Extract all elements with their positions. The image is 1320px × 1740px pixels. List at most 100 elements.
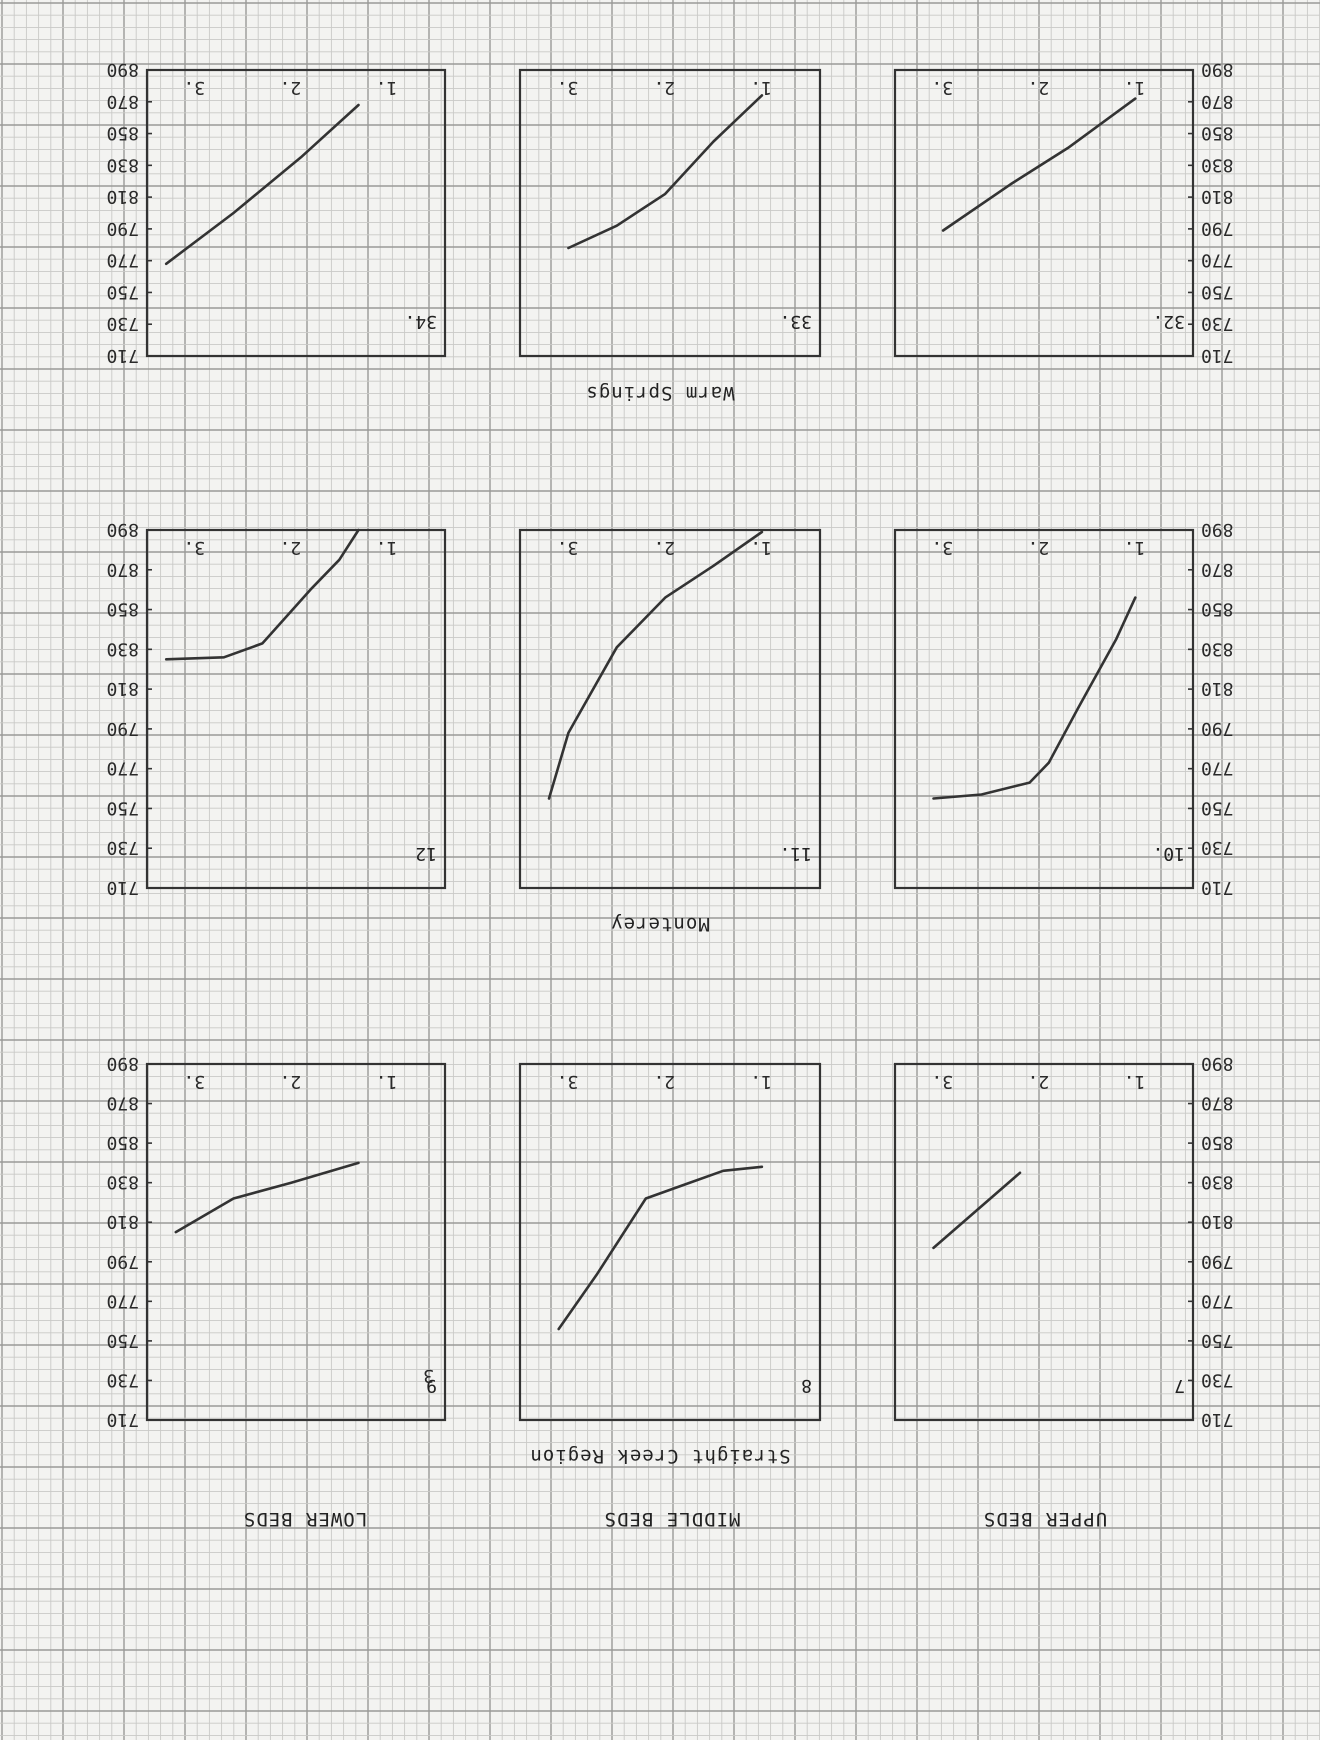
y-tick-label: 730 [106,837,139,858]
y-tick-label: 770 [1201,250,1234,271]
x-tick-label: 1. [376,537,398,558]
x-tick-label: 2. [653,77,675,98]
data-curve [164,103,360,266]
region-label-warm-springs: Warm Springs [585,382,734,404]
chart-panel: 1. 2. 3. 9 710 730 750 770 790 810 830 850 870 890 [106,1053,447,1430]
chart-panel: 1. 2. 3. 10. 710 730 750 770 790 810 830 850 870 890 [893,519,1234,898]
x-tick-label: 3. [931,537,953,558]
panel-frame [893,68,1195,358]
chart-panel: 1. 2. 3. 34. 710 730 750 770 790 810 830 850 870 890 [106,59,447,366]
y-tick-label: 810 [1201,186,1234,207]
panel-number-label: 7 [1174,1375,1185,1396]
y-tick-label: 790 [106,718,139,739]
x-tick-label: 2. [1028,77,1050,98]
region-label-monterey: Monterey [610,913,710,935]
data-curve [567,94,764,250]
y-tick-label: 770 [106,250,139,271]
y-tick-label: 850 [1201,1132,1234,1153]
y-tick-label: 710 [106,345,139,366]
x-tick-label: 3. [557,77,579,98]
x-tick-label: 3. [557,537,579,558]
y-tick-label: 810 [106,1211,139,1232]
y-tick-label: 710 [1201,877,1234,898]
panel-frame [893,1062,1195,1422]
y-tick-label: 790 [106,218,139,239]
y-tick-label: 770 [1201,1290,1234,1311]
y-tick-label: 830 [1201,1172,1234,1193]
y-tick-label: 870 [106,559,139,580]
x-tick-label: 3. [557,1071,579,1092]
x-tick-label: 3. [931,1071,953,1092]
chart-panel: 1. 2. 3. 32. 710 730 750 770 790 810 830 850 870 890 [893,59,1234,366]
panel-number-label: 33. [779,311,812,332]
y-tick-label: 730 [1201,837,1234,858]
y-tick-label: 830 [106,638,139,659]
y-tick-label: 890 [106,519,139,540]
y-tick-label: 750 [106,797,139,818]
panel-frame [145,68,447,358]
data-curve [932,596,1137,800]
y-tick-label: 890 [1201,59,1234,80]
data-curve [164,528,360,661]
chart-panel: 1. 2. 3. 8 [518,1062,822,1422]
x-tick-label: 1. [1124,1071,1146,1092]
x-tick-label: 2. [653,537,675,558]
y-tick-label: 750 [1201,281,1234,302]
data-curve [932,1171,1022,1250]
panel-number-label: 12 [415,843,437,864]
y-tick-label: 790 [1201,218,1234,239]
y-tick-label: 710 [1201,1409,1234,1430]
x-tick-label: 1. [1124,537,1146,558]
panel-number-label: 34. [404,311,437,332]
x-tick-label: 2. [1028,537,1050,558]
panel-number-label: 11. [779,843,812,864]
x-tick-label: 1. [1124,77,1146,98]
y-tick-label: 870 [1201,91,1234,112]
y-tick-label: 730 [106,313,139,334]
y-tick-label: 730 [106,1369,139,1390]
y-tick-label: 810 [1201,1211,1234,1232]
y-tick-label: 830 [106,154,139,175]
column-label-lower-beds: LOWER BEDS [243,1508,367,1530]
x-tick-label: 1. [750,1071,772,1092]
y-tick-label: 770 [1201,758,1234,779]
panel-number-label: 8 [801,1375,812,1396]
y-tick-label: 790 [1201,1251,1234,1272]
panel-frame [145,528,447,890]
x-tick-label: 1. [376,77,398,98]
chart-panel: 1. 2. 3. 7 710 730 750 770 790 810 830 850 870 890 [893,1053,1234,1430]
y-tick-label: 850 [106,1132,139,1153]
x-tick-label: 2. [653,1071,675,1092]
y-tick-label: 750 [106,281,139,302]
y-tick-label: 890 [1201,519,1234,540]
y-tick-label: 750 [106,1330,139,1351]
data-curve [547,530,764,800]
x-tick-label: 3. [183,77,205,98]
y-tick-label: 870 [1201,1093,1234,1114]
y-tick-label: 830 [1201,638,1234,659]
panel-number-label: 9 [426,1375,437,1396]
x-tick-label: 3. [931,77,953,98]
panel-number-label: 10. [1152,843,1185,864]
y-tick-label: 810 [106,678,139,699]
x-tick-label: 2. [1028,1071,1050,1092]
y-tick-label: 890 [106,59,139,80]
y-tick-label: 710 [106,877,139,898]
chart-panel: 1. 2. 3. 12 710 730 750 770 790 810 830 850 870 890 [106,519,447,898]
y-tick-label: 710 [1201,345,1234,366]
panel-frame [518,68,822,358]
rotated-content: 1. 2. 3. 7 710 730 750 770 790 810 830 850 870 890 1. 2… [106,59,1233,1530]
column-label-upper-beds: UPPER BEDS [983,1508,1107,1530]
x-tick-label: 3. [183,1071,205,1092]
y-tick-label: 850 [1201,599,1234,620]
y-tick-label: 850 [106,123,139,144]
y-tick-label: 790 [1201,718,1234,739]
stray-mark: 3 [423,1365,434,1386]
y-tick-label: 870 [1201,559,1234,580]
y-tick-label: 790 [106,1251,139,1272]
chart-panel: 1. 2. 3. 33. [518,68,822,358]
column-label-middle-beds: MIDDLE BEDS [604,1508,741,1530]
data-curve [941,97,1137,232]
y-tick-label: 770 [106,758,139,779]
